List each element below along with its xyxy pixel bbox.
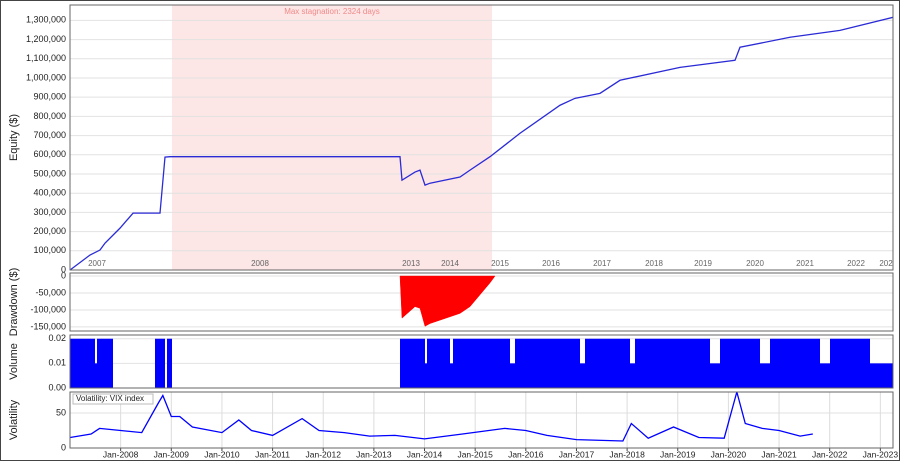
x-tick-label: Jan-2018 [609, 449, 645, 459]
y-tick-label: 500,000 [33, 168, 66, 178]
y-tick-label: 300,000 [33, 207, 66, 217]
x-tick-label: 2021 [796, 259, 814, 268]
x-tick-label: Jan-2010 [204, 449, 240, 459]
y-tick-label: 0.00 [48, 382, 66, 392]
x-tick-label: 2019 [694, 259, 712, 268]
y-tick-label: 0.02 [48, 333, 66, 343]
plot-border [69, 391, 894, 449]
y-tick-label: -150,000 [30, 321, 66, 331]
x-tick-label: Jan-2012 [306, 449, 342, 459]
x-tick-label: 2008 [251, 259, 269, 268]
x-tick-label: Jan-2015 [457, 449, 493, 459]
series-line [70, 392, 813, 442]
y-axis-label: Volume [8, 343, 20, 380]
y-tick-label: 200,000 [33, 226, 66, 236]
y-tick-label: 0.01 [48, 358, 66, 368]
plot [70, 338, 893, 388]
y-tick-label: 700,000 [33, 130, 66, 140]
y-axis-label: Volatility [8, 399, 20, 440]
plot [70, 275, 893, 328]
x-tick-label: Jan-2022 [812, 449, 848, 459]
drawdown-area [399, 275, 496, 327]
y-axis-label: Equity ($) [8, 114, 20, 161]
plot-border [69, 334, 894, 389]
y-tick-label: 600,000 [33, 149, 66, 159]
x-tick-label: 2020 [746, 259, 764, 268]
x-tick-label: Jan-2019 [660, 449, 696, 459]
x-tick-label: Jan-2016 [508, 449, 544, 459]
y-tick-label: 1,300,000 [26, 15, 66, 25]
y-tick-label: 800,000 [33, 111, 66, 121]
x-tick-label: 2013 [402, 259, 420, 268]
x-tick-label: 2014 [441, 259, 459, 268]
plot [70, 5, 893, 270]
volume-area [70, 338, 893, 388]
x-tick-label: 2007 [88, 259, 106, 268]
y-tick-label: 0 [61, 264, 66, 274]
x-tick-label: Jan-2014 [407, 449, 443, 459]
plot [70, 392, 893, 448]
x-tick-label: 2016 [542, 259, 560, 268]
y-axis-label: Drawdown ($) [8, 268, 20, 336]
y-tick-label: -100,000 [30, 304, 66, 314]
equity-line [70, 16, 893, 270]
y-tick-label: 50 [56, 407, 66, 417]
x-tick-label: Jan-2021 [761, 449, 797, 459]
plot-border [69, 4, 894, 271]
y-tick-label: 1,100,000 [26, 53, 66, 63]
x-tick-label: 2022 [847, 259, 865, 268]
legend-box [72, 393, 154, 405]
x-tick-label: Jan-2009 [154, 449, 190, 459]
y-tick-label: 400,000 [33, 188, 66, 198]
y-tick-label: 1,000,000 [26, 72, 66, 82]
x-tick-label: Jan-2013 [356, 449, 392, 459]
x-tick-label: Jan-2011 [255, 449, 290, 459]
x-tick-label: Jan-2008 [103, 449, 139, 459]
x-tick-label: Jan-2023 [863, 449, 899, 459]
stagnation-label: Max stagnation: 2324 days [284, 7, 380, 16]
y-tick-label: 0 [61, 270, 66, 280]
x-tick-label: 2018 [645, 259, 663, 268]
y-tick-label: 0 [61, 442, 66, 452]
x-tick-label: 2017 [593, 259, 611, 268]
stagnation-band [172, 5, 492, 270]
y-tick-label: -50,000 [35, 287, 66, 297]
y-tick-label: 900,000 [33, 92, 66, 102]
x-tick-label: 2015 [491, 259, 509, 268]
plot-border [69, 272, 894, 332]
y-tick-label: 1,200,000 [26, 34, 66, 44]
y-tick-label: 100,000 [33, 245, 66, 255]
x-tick-label: Jan-2020 [711, 449, 747, 459]
legend-label: Volatility: VIX index [76, 394, 144, 403]
plot-area [70, 392, 893, 448]
x-tick-label: 202 [879, 259, 893, 268]
x-tick-label: Jan-2017 [559, 449, 595, 459]
